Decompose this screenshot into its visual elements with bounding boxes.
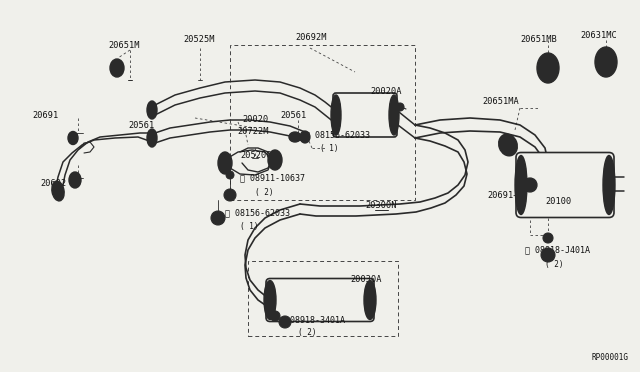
Ellipse shape bbox=[603, 155, 615, 215]
Circle shape bbox=[270, 311, 280, 321]
Ellipse shape bbox=[331, 95, 341, 135]
Text: 20602: 20602 bbox=[40, 179, 67, 187]
Text: 20100: 20100 bbox=[545, 198, 572, 206]
Ellipse shape bbox=[68, 131, 78, 144]
Text: 20020: 20020 bbox=[242, 115, 268, 125]
Text: RP00001G: RP00001G bbox=[592, 353, 629, 362]
Bar bbox=[230, 45, 415, 200]
Text: ( 2): ( 2) bbox=[298, 328, 317, 337]
Text: 20300N: 20300N bbox=[365, 201, 397, 209]
Bar bbox=[248, 260, 398, 336]
Ellipse shape bbox=[147, 101, 157, 119]
Circle shape bbox=[226, 171, 234, 179]
Text: 20722M: 20722M bbox=[237, 128, 269, 137]
Text: ( 1): ( 1) bbox=[320, 144, 339, 153]
Ellipse shape bbox=[600, 53, 612, 71]
Circle shape bbox=[527, 182, 533, 188]
FancyBboxPatch shape bbox=[516, 153, 614, 218]
Circle shape bbox=[211, 211, 225, 225]
Ellipse shape bbox=[501, 142, 511, 152]
Text: ( 2): ( 2) bbox=[545, 260, 563, 269]
Text: Ⓑ 08156-62033: Ⓑ 08156-62033 bbox=[225, 208, 290, 218]
Circle shape bbox=[604, 55, 608, 59]
Text: 20520Q: 20520Q bbox=[240, 151, 271, 160]
Text: 20651M: 20651M bbox=[108, 41, 140, 49]
Ellipse shape bbox=[72, 176, 78, 184]
Circle shape bbox=[279, 316, 291, 328]
Ellipse shape bbox=[69, 172, 81, 188]
Ellipse shape bbox=[113, 63, 120, 73]
Text: 20030A: 20030A bbox=[350, 276, 381, 285]
Ellipse shape bbox=[499, 134, 517, 156]
Ellipse shape bbox=[396, 103, 404, 111]
Ellipse shape bbox=[147, 129, 157, 147]
Circle shape bbox=[523, 178, 537, 192]
Text: Ⓝ 08911-10637: Ⓝ 08911-10637 bbox=[240, 173, 305, 183]
Ellipse shape bbox=[289, 132, 301, 142]
Text: 20525M: 20525M bbox=[183, 35, 214, 45]
FancyBboxPatch shape bbox=[333, 93, 397, 137]
Text: N: N bbox=[228, 192, 232, 198]
Ellipse shape bbox=[542, 59, 554, 77]
Text: 20692M: 20692M bbox=[295, 33, 326, 42]
Text: Ⓑ 08156-62033: Ⓑ 08156-62033 bbox=[305, 131, 370, 140]
Text: Ⓝ 08918-3401A: Ⓝ 08918-3401A bbox=[280, 315, 345, 324]
Ellipse shape bbox=[110, 59, 124, 77]
Text: N: N bbox=[546, 253, 550, 257]
Ellipse shape bbox=[70, 135, 76, 141]
Text: ( 2): ( 2) bbox=[255, 187, 273, 196]
Circle shape bbox=[546, 71, 550, 75]
FancyBboxPatch shape bbox=[266, 279, 374, 321]
Circle shape bbox=[541, 248, 555, 262]
Circle shape bbox=[604, 65, 608, 69]
Circle shape bbox=[502, 145, 508, 151]
Ellipse shape bbox=[364, 280, 376, 320]
Ellipse shape bbox=[515, 155, 527, 215]
Ellipse shape bbox=[595, 47, 617, 77]
Circle shape bbox=[228, 173, 232, 177]
Text: 20561: 20561 bbox=[128, 121, 154, 129]
Ellipse shape bbox=[52, 181, 64, 201]
Circle shape bbox=[543, 233, 553, 243]
Circle shape bbox=[224, 189, 236, 201]
Text: 20651MA: 20651MA bbox=[482, 97, 519, 106]
Ellipse shape bbox=[218, 152, 232, 174]
Circle shape bbox=[273, 314, 278, 318]
Ellipse shape bbox=[537, 53, 559, 83]
Text: 20691: 20691 bbox=[32, 110, 58, 119]
Text: 20651MB: 20651MB bbox=[520, 35, 557, 45]
Ellipse shape bbox=[264, 280, 276, 320]
Text: 20631MC: 20631MC bbox=[580, 31, 617, 39]
Text: 20561: 20561 bbox=[280, 110, 307, 119]
Text: 20691+A: 20691+A bbox=[487, 190, 524, 199]
Text: B: B bbox=[216, 215, 220, 221]
Ellipse shape bbox=[300, 131, 310, 143]
Circle shape bbox=[545, 235, 550, 241]
Text: ( 1): ( 1) bbox=[240, 222, 259, 231]
Text: 20020A: 20020A bbox=[370, 87, 401, 96]
Ellipse shape bbox=[389, 95, 399, 135]
Text: N: N bbox=[283, 320, 287, 324]
Circle shape bbox=[546, 61, 550, 65]
Ellipse shape bbox=[268, 150, 282, 170]
Text: Ⓝ 08918-J401A: Ⓝ 08918-J401A bbox=[525, 246, 590, 254]
